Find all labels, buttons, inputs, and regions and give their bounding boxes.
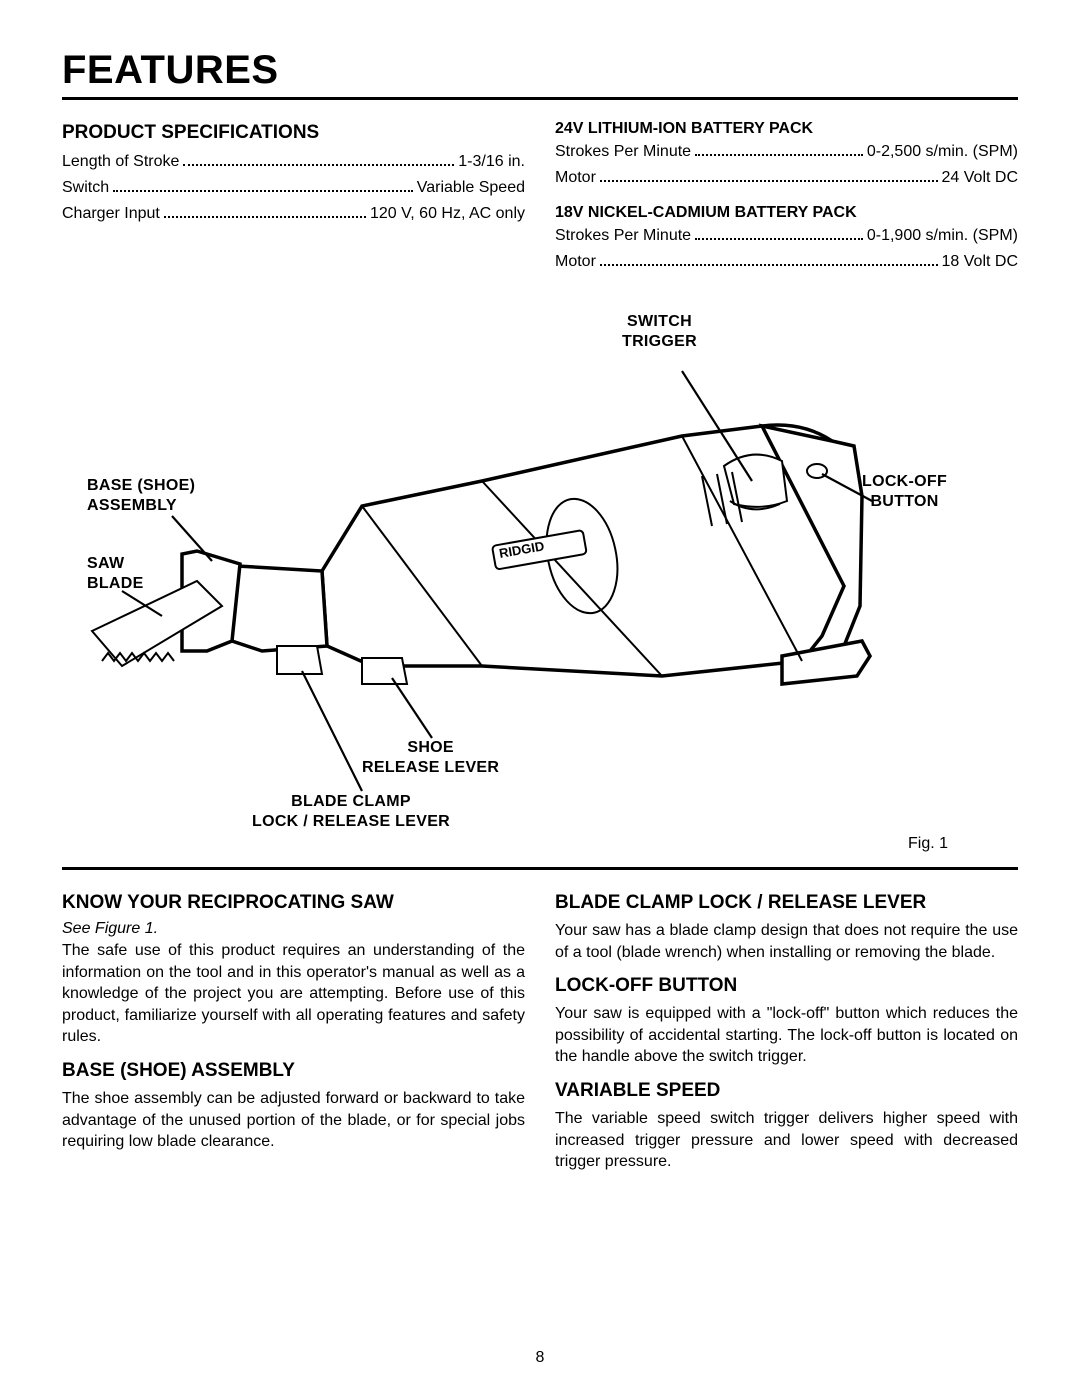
spec-value: 24 Volt DC <box>942 166 1018 190</box>
see-figure: See Figure 1. <box>62 920 525 938</box>
spec-dots <box>600 166 938 182</box>
spec-value: 0-2,500 s/min. (SPM) <box>867 140 1018 164</box>
spec-row: Strokes Per Minute 0-1,900 s/min. (SPM) <box>555 224 1018 248</box>
divider <box>62 867 1018 870</box>
specs-right-col: 24V LITHIUM-ION BATTERY PACK Strokes Per… <box>555 118 1018 276</box>
label-base-shoe: BASE (SHOE)ASSEMBLY <box>87 476 195 516</box>
spec-dots <box>695 140 863 156</box>
body-columns: KNOW YOUR RECIPROCATING SAW See Figure 1… <box>62 888 1018 1185</box>
spec-label: Switch <box>62 176 109 200</box>
reciprocating-saw-diagram: RIDGID <box>62 306 1018 861</box>
page-number: 8 <box>0 1349 1080 1367</box>
spec-dots <box>164 202 366 218</box>
know-heading: KNOW YOUR RECIPROCATING SAW <box>62 892 525 914</box>
product-specs-heading: PRODUCT SPECIFICATIONS <box>62 122 525 144</box>
variable-heading: VARIABLE SPEED <box>555 1080 1018 1102</box>
clamp-body: Your saw has a blade clamp design that d… <box>555 920 1018 963</box>
battery24-heading: 24V LITHIUM-ION BATTERY PACK <box>555 120 1018 138</box>
spec-row: Length of Stroke 1-3/16 in. <box>62 150 525 174</box>
spec-value: 1-3/16 in. <box>458 150 525 174</box>
figure-1-area: RIDGID SWITCHTRIGGER LOCK-OFFBUTTON BASE… <box>62 306 1018 861</box>
label-saw-blade: SAWBLADE <box>87 554 144 594</box>
spec-dots <box>695 224 863 240</box>
spec-label: Strokes Per Minute <box>555 140 691 164</box>
specs-left-col: PRODUCT SPECIFICATIONS Length of Stroke … <box>62 118 525 276</box>
label-blade-clamp: BLADE CLAMPLOCK / RELEASE LEVER <box>252 792 450 832</box>
spec-value: 18 Volt DC <box>942 250 1018 274</box>
spec-value: Variable Speed <box>417 176 525 200</box>
variable-body: The variable speed switch trigger delive… <box>555 1108 1018 1173</box>
spec-label: Strokes Per Minute <box>555 224 691 248</box>
label-shoe-release: SHOERELEASE LEVER <box>362 738 499 778</box>
lockoff-body: Your saw is equipped with a "lock-off" b… <box>555 1003 1018 1068</box>
spec-dots <box>600 250 938 266</box>
body-right-col: BLADE CLAMP LOCK / RELEASE LEVER Your sa… <box>555 888 1018 1185</box>
spec-row: Charger Input 120 V, 60 Hz, AC only <box>62 202 525 226</box>
spec-label: Motor <box>555 250 596 274</box>
label-lockoff-button: LOCK-OFFBUTTON <box>862 472 947 512</box>
spec-value: 0-1,900 s/min. (SPM) <box>867 224 1018 248</box>
spec-row: Strokes Per Minute 0-2,500 s/min. (SPM) <box>555 140 1018 164</box>
base-body: The shoe assembly can be adjusted forwar… <box>62 1088 525 1153</box>
spec-dots <box>183 150 454 166</box>
body-left-col: KNOW YOUR RECIPROCATING SAW See Figure 1… <box>62 888 525 1185</box>
spec-label: Motor <box>555 166 596 190</box>
base-heading: BASE (SHOE) ASSEMBLY <box>62 1060 525 1082</box>
label-switch-trigger: SWITCHTRIGGER <box>622 312 697 352</box>
battery18-heading: 18V NICKEL-CADMIUM BATTERY PACK <box>555 204 1018 222</box>
clamp-heading: BLADE CLAMP LOCK / RELEASE LEVER <box>555 892 1018 914</box>
spec-row: Motor 18 Volt DC <box>555 250 1018 274</box>
figure-caption: Fig. 1 <box>908 835 948 853</box>
spec-label: Charger Input <box>62 202 160 226</box>
know-body: The safe use of this product requires an… <box>62 940 525 1048</box>
spec-row: Switch Variable Speed <box>62 176 525 200</box>
spec-value: 120 V, 60 Hz, AC only <box>370 202 525 226</box>
lockoff-heading: LOCK-OFF BUTTON <box>555 975 1018 997</box>
spec-dots <box>113 176 413 192</box>
spec-label: Length of Stroke <box>62 150 179 174</box>
page-title: FEATURES <box>62 48 1018 100</box>
spec-row: Motor 24 Volt DC <box>555 166 1018 190</box>
specs-columns: PRODUCT SPECIFICATIONS Length of Stroke … <box>62 118 1018 276</box>
